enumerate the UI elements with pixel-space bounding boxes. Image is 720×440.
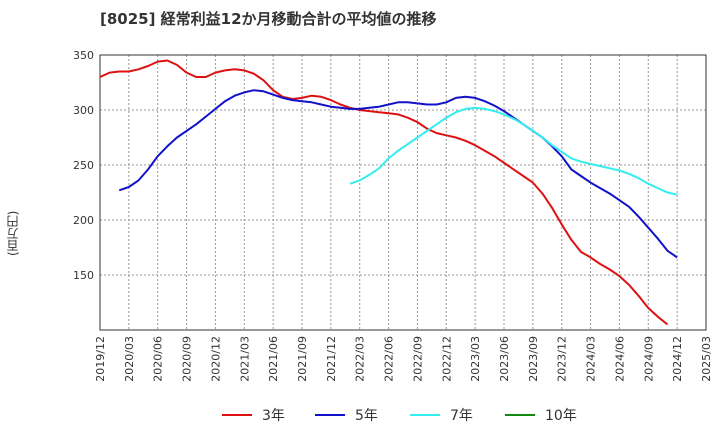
x-tick-label: 2022/06 — [383, 336, 396, 382]
legend: 3年 5年 7年 10年 — [0, 400, 720, 430]
x-tick-label: 2023/03 — [469, 336, 482, 382]
x-tick-label: 2021/03 — [238, 336, 251, 382]
x-tick-label: 2022/09 — [411, 336, 424, 382]
x-tick-label: 2021/09 — [296, 336, 309, 382]
y-tick-label: 150 — [73, 269, 94, 282]
x-tick-label: 2023/12 — [556, 336, 569, 382]
y-tick-label: 200 — [73, 214, 94, 227]
legend-label: 3年 — [262, 408, 285, 424]
x-tick-label: 2024/03 — [585, 336, 598, 382]
chart-title: [8025] 経常利益12か月移動合計の平均値の推移 — [100, 10, 437, 28]
line-chart: 150 200 250 300 350 2019/12 2020/03 2020/06 2020… — [73, 49, 713, 382]
series-line-7年 — [349, 106, 678, 196]
plot-area — [99, 54, 707, 331]
x-tick-label: 2019/12 — [94, 336, 107, 382]
x-tick-label: 2022/03 — [354, 336, 367, 382]
x-tick-label: 2022/12 — [440, 336, 453, 382]
legend-item: 10年 — [505, 404, 577, 426]
legend-item: 3年 — [222, 404, 285, 426]
legend-swatch — [410, 414, 440, 416]
legend-item: 7年 — [410, 404, 473, 426]
y-tick-label: 350 — [73, 49, 94, 62]
x-tick-label: 2024/06 — [613, 336, 626, 382]
legend-label: 7年 — [450, 408, 473, 424]
x-tick-label: 2023/09 — [527, 336, 540, 382]
legend-label: 5年 — [355, 408, 378, 424]
x-tick-label: 2023/06 — [498, 336, 511, 382]
legend-swatch — [505, 414, 535, 416]
x-tick-label: 2020/09 — [181, 336, 194, 382]
x-tick-label: 2024/09 — [642, 336, 655, 382]
x-tick-label: 2021/06 — [267, 336, 280, 382]
legend-swatch — [222, 414, 252, 416]
series-line-3年 — [99, 59, 669, 326]
x-tick-label: 2020/06 — [152, 336, 165, 382]
x-tick-label: 2020/12 — [209, 336, 222, 382]
y-tick-label: 250 — [73, 159, 94, 172]
x-tick-label: 2025/03 — [700, 336, 713, 382]
x-tick-label: 2020/03 — [123, 336, 136, 382]
x-tick-label: 2021/12 — [325, 336, 338, 382]
x-tick-label: 2024/12 — [671, 336, 684, 382]
legend-item: 5年 — [315, 404, 378, 426]
y-tick-label: 300 — [73, 104, 94, 117]
legend-swatch — [315, 414, 345, 416]
legend-label: 10年 — [545, 408, 577, 424]
series-line-5年 — [118, 89, 678, 259]
